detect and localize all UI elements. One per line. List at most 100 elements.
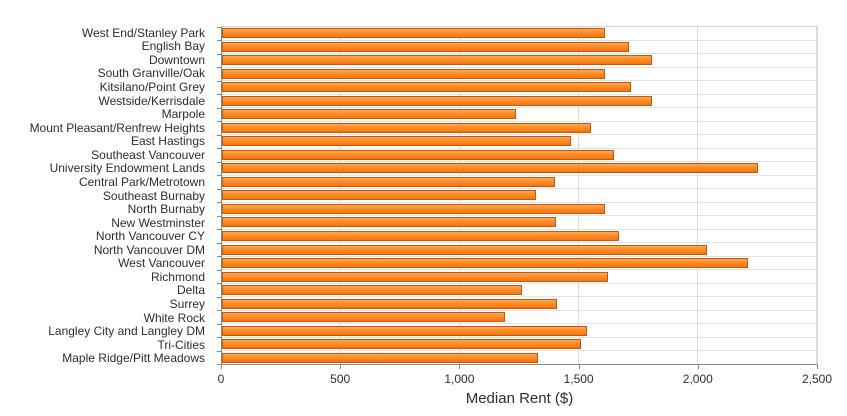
bar — [222, 190, 536, 201]
y-axis-tick — [217, 297, 222, 298]
bar-row — [222, 203, 817, 217]
y-axis-tick — [217, 162, 222, 163]
vertical-gridline — [578, 27, 579, 364]
x-tick-label: 2,500 — [801, 372, 833, 386]
bar — [222, 217, 556, 228]
category-label: Delta — [176, 283, 205, 298]
bar-row — [222, 149, 817, 163]
category-label: Surrey — [169, 297, 205, 312]
x-axis-tick — [698, 365, 699, 369]
bar — [222, 203, 605, 214]
x-axis-tick — [817, 365, 818, 369]
y-axis-tick — [217, 216, 222, 217]
bar-row — [222, 189, 817, 203]
bar-row — [222, 135, 817, 149]
x-axis-title: Median Rent ($) — [465, 390, 574, 407]
vertical-gridline — [816, 27, 817, 364]
x-tick-label: 1,000 — [444, 372, 475, 386]
bar-row — [222, 311, 817, 325]
x-tick-label: 2,000 — [682, 372, 713, 386]
bar-row — [222, 81, 817, 95]
x-axis-tick — [459, 365, 460, 369]
category-label: University Endowment Lands — [49, 161, 205, 176]
bar-row — [222, 257, 817, 271]
bar-row — [222, 108, 817, 122]
y-axis-tick — [217, 337, 222, 338]
y-axis-tick — [217, 67, 222, 68]
bar-row — [222, 270, 817, 284]
y-axis-tick — [217, 256, 222, 257]
bar — [222, 271, 609, 282]
category-label: Tri-Cities — [157, 337, 205, 352]
y-axis-tick — [217, 40, 222, 41]
category-label: Downtown — [148, 52, 205, 67]
y-axis-tick — [217, 27, 222, 28]
category-label: Southeast Vancouver — [91, 147, 205, 162]
bar — [222, 352, 539, 363]
category-label: East Hastings — [130, 134, 205, 149]
category-label: Marpole — [161, 107, 205, 122]
bar-row — [222, 230, 817, 244]
category-label: English Bay — [141, 39, 205, 54]
category-label: Mount Pleasant/Renfrew Heights — [29, 120, 205, 135]
plot-area — [217, 26, 818, 365]
bar-row — [222, 41, 817, 55]
y-axis-tick — [217, 175, 222, 176]
bar — [222, 149, 615, 160]
bar-row — [222, 27, 817, 41]
y-axis-tick — [217, 202, 222, 203]
bar-row — [222, 162, 817, 176]
category-label: White Rock — [143, 310, 205, 325]
bar — [222, 176, 555, 187]
category-label: North Vancouver DM — [93, 242, 205, 257]
bar-row — [222, 351, 817, 364]
category-label: Central Park/Metrotown — [78, 174, 205, 189]
y-axis-tick — [217, 121, 222, 122]
category-label: North Vancouver CY — [95, 229, 205, 244]
bar — [222, 163, 759, 174]
category-label: West End/Stanley Park — [81, 25, 205, 40]
x-axis-tick — [579, 365, 580, 369]
y-axis-tick — [217, 135, 222, 136]
vertical-gridline — [697, 27, 698, 364]
bar — [222, 55, 653, 66]
bar — [222, 95, 653, 106]
bar-row — [222, 95, 817, 109]
category-label: Kitsilano/Point Grey — [99, 80, 205, 95]
bar — [222, 68, 605, 79]
x-tick-label: 500 — [330, 372, 351, 386]
y-axis-tick — [217, 108, 222, 109]
x-axis-tick — [221, 365, 222, 369]
bar-row — [222, 122, 817, 136]
y-axis-tick — [217, 81, 222, 82]
bar-row — [222, 284, 817, 298]
y-axis-tick — [217, 148, 222, 149]
y-axis-tick — [217, 94, 222, 95]
category-label: Southeast Burnaby — [102, 188, 205, 203]
bar — [222, 325, 587, 336]
bar — [222, 109, 516, 120]
y-axis-category-labels: West End/Stanley Park English Bay Downtown… — [0, 26, 213, 365]
y-axis-tick — [217, 54, 222, 55]
category-label: Langley City and Langley DM — [48, 324, 205, 339]
x-axis-tick — [340, 365, 341, 369]
bar-row — [222, 54, 817, 68]
bar-row — [222, 324, 817, 338]
category-label: Westside/Kerrisdale — [98, 93, 206, 108]
y-axis-tick — [217, 364, 222, 365]
bar-row — [222, 243, 817, 257]
bar — [222, 244, 708, 255]
bar — [222, 28, 605, 39]
bar — [222, 312, 505, 323]
x-tick-label: 0 — [217, 372, 225, 386]
bar — [222, 230, 620, 241]
y-axis-tick — [217, 283, 222, 284]
category-label: West Vancouver — [118, 256, 205, 271]
bar — [222, 41, 629, 52]
bar-row — [222, 68, 817, 82]
bar — [222, 285, 522, 296]
bar-row — [222, 338, 817, 352]
y-axis-tick — [217, 229, 222, 230]
bar-row — [222, 176, 817, 190]
bar — [222, 258, 748, 269]
